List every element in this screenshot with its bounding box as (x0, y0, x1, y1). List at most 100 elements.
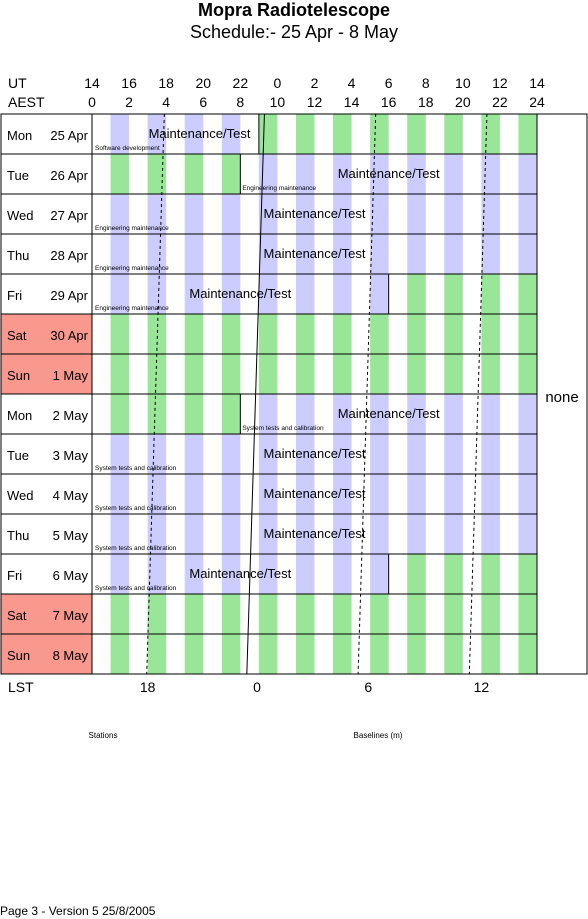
schedule-band (407, 474, 426, 514)
ut-tick: 4 (348, 75, 356, 91)
day-name: Tue (7, 448, 29, 463)
day-name: Tue (7, 168, 29, 183)
schedule-band (258, 434, 278, 474)
schedule-band (110, 234, 130, 274)
schedule-band (295, 154, 315, 194)
day-name: Fri (7, 568, 22, 583)
schedule-band (110, 594, 130, 634)
schedule-band (147, 434, 167, 474)
schedule-band (184, 234, 204, 274)
ut-tick: 14 (529, 75, 545, 91)
weekend-highlight (1, 354, 92, 394)
schedule-band (370, 514, 389, 554)
schedule-band (407, 634, 426, 674)
block-label: Maintenance/Test (149, 126, 251, 141)
day-name: Sun (7, 368, 30, 383)
lst-tick: 12 (474, 679, 490, 695)
schedule-band (444, 634, 463, 674)
schedule-band (184, 554, 204, 594)
schedule-band (184, 154, 204, 194)
schedule-band (110, 634, 130, 674)
schedule-band (481, 394, 500, 434)
schedule-band (407, 394, 426, 434)
day-name: Sat (7, 608, 27, 623)
page-subtitle: Schedule:- 25 Apr - 8 May (189, 22, 399, 42)
schedule-band (147, 354, 167, 394)
schedule-band (370, 274, 389, 314)
schedule-band (444, 434, 463, 474)
schedule-band (147, 594, 167, 634)
schedule-band (221, 634, 241, 674)
schedule-band (444, 194, 463, 234)
schedule-band (221, 114, 241, 154)
day-date: 26 Apr (50, 168, 88, 183)
schedule-band (110, 114, 130, 154)
schedule-band (407, 314, 426, 354)
schedule-band (258, 514, 278, 554)
schedule-band (481, 154, 500, 194)
schedule-band (333, 274, 352, 314)
day-name: Thu (7, 528, 29, 543)
schedule-band (221, 514, 241, 554)
ut-tick: 0 (274, 75, 282, 91)
schedule-band (481, 554, 500, 594)
schedule-band (258, 314, 278, 354)
schedule-band (407, 154, 426, 194)
day-name: Mon (7, 408, 32, 423)
block-label: Maintenance/Test (264, 526, 366, 541)
schedule-band (295, 314, 315, 354)
schedule-band (258, 554, 278, 594)
ut-tick: 16 (121, 75, 137, 91)
schedule-band (370, 354, 389, 394)
schedule-band (184, 194, 204, 234)
schedule-band (110, 274, 130, 314)
schedule-band (518, 194, 537, 234)
schedule-band (258, 154, 278, 194)
schedule-band (444, 314, 463, 354)
ut-tick: 18 (158, 75, 174, 91)
schedule-band (481, 474, 500, 514)
schedule-band (444, 594, 463, 634)
block-note: Engineering maintenance (95, 305, 169, 312)
aest-tick: 8 (236, 94, 244, 110)
schedule-band (518, 394, 537, 434)
schedule-band (333, 514, 352, 554)
schedule-band (184, 394, 204, 434)
weekend-highlight (1, 634, 92, 674)
lst-tick: 0 (253, 679, 261, 695)
schedule-band (444, 474, 463, 514)
day-date: 6 May (53, 568, 89, 583)
schedule-band (444, 554, 463, 594)
day-name: Wed (7, 208, 34, 223)
schedule-band (518, 434, 537, 474)
schedule-band (407, 554, 426, 594)
schedule-band (481, 594, 500, 634)
schedule-band (444, 114, 463, 154)
schedule-band (407, 514, 426, 554)
schedule-band (444, 274, 463, 314)
block-note: System tests and calibration (95, 585, 177, 592)
schedule-band (110, 554, 130, 594)
schedule-band (481, 114, 500, 154)
schedule-band (518, 114, 537, 154)
schedule-band (481, 314, 500, 354)
schedule-band (258, 394, 278, 434)
schedule-band (110, 434, 130, 474)
schedule-band (221, 274, 241, 314)
ut-tick: 6 (385, 75, 393, 91)
schedule-band (147, 274, 167, 314)
schedule-band (295, 394, 315, 434)
legend-baselines: Baselines (m) (354, 731, 403, 740)
schedule-band (221, 154, 241, 194)
aest-tick: 20 (455, 94, 471, 110)
schedule-band (518, 234, 537, 274)
aest-tick: 4 (162, 94, 170, 110)
schedule-band (370, 594, 389, 634)
lst-label: LST (8, 679, 34, 695)
schedule-band (518, 274, 537, 314)
block-note: Engineering maintenance (95, 225, 169, 232)
day-date: 29 Apr (50, 288, 88, 303)
legend-stations: Stations (89, 731, 118, 740)
schedule-band (333, 474, 352, 514)
schedule-band (407, 114, 426, 154)
